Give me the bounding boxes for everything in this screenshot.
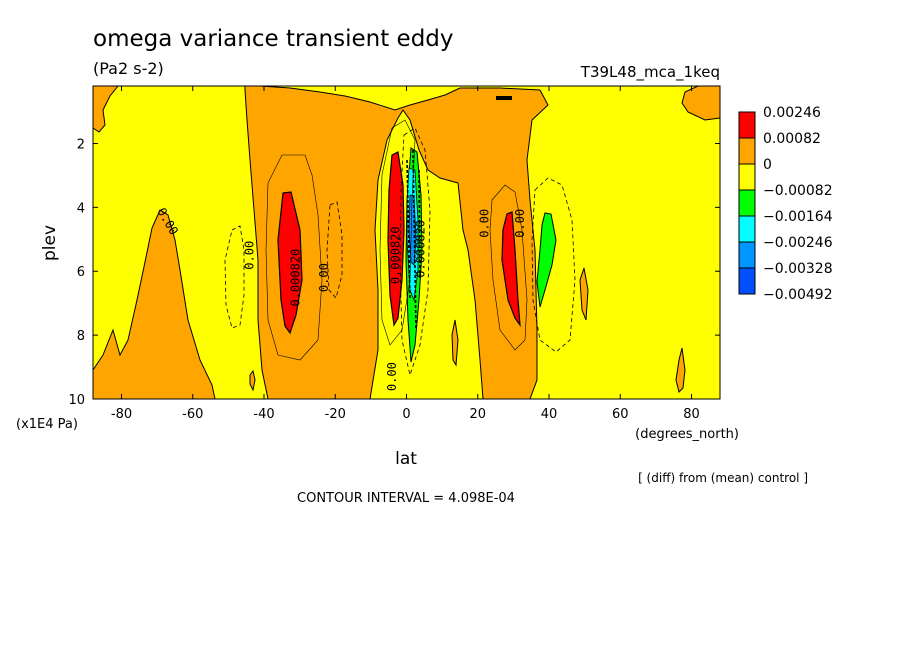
- contour-line-pos-1: [265, 154, 323, 361]
- contour-label: 0.00: [477, 209, 491, 238]
- x-axis-label: lat: [395, 449, 417, 469]
- contour-label: 0.000820: [388, 226, 402, 284]
- y-tick-label: 4: [77, 201, 85, 216]
- diff-note: [ (diff) from (mean) control ]: [638, 471, 808, 485]
- region-red-south: [277, 191, 303, 335]
- legend-swatch: [738, 241, 756, 269]
- x-axis-units: (degrees_north): [635, 427, 739, 442]
- legend-swatch: [738, 163, 756, 191]
- contour-interval: CONTOUR INTERVAL = 4.098E-04: [297, 491, 515, 506]
- legend-swatch: [738, 189, 756, 217]
- x-tick-label: 80: [683, 407, 700, 422]
- contour-line-neg-3: [399, 127, 431, 377]
- x-tick-label: 20: [469, 407, 486, 422]
- legend-level-label: 0.00082: [763, 131, 821, 147]
- y-tick-label: 6: [77, 265, 85, 280]
- region-red-north: [501, 211, 521, 328]
- contour-labels: 0.00 0.00 0.000820 0.00 0.00 0.000820 0.000820…: [154, 205, 527, 391]
- legend-level-label: −0.00492: [763, 287, 833, 303]
- y-tick-label: 8: [77, 329, 85, 344]
- x-tick-label: -80: [111, 407, 132, 422]
- legend-level-label: 0: [763, 157, 772, 173]
- region-orange-south-upper: [93, 86, 119, 133]
- x-tick-label: 60: [612, 407, 629, 422]
- legend-level-label: 0.00246: [763, 105, 821, 121]
- region-orange-north-lower: [675, 347, 686, 393]
- legend-swatch: [738, 215, 756, 243]
- legend-level-label: −0.00328: [763, 261, 833, 277]
- contour-label: 0.00: [513, 209, 527, 238]
- chart-units: (Pa2 s-2): [93, 59, 164, 78]
- contour-line-pos-3: [489, 184, 528, 351]
- x-tick-label: 0: [402, 407, 410, 422]
- region-orange-north-upper: [681, 86, 720, 121]
- dark-patch: [496, 96, 512, 100]
- region-orange-small-b: [451, 319, 459, 367]
- y-tick-label: 2: [77, 137, 85, 152]
- legend-swatch: [738, 111, 756, 139]
- contour-line-neg-1: [224, 225, 245, 329]
- y-axis: 2 4 6 8 10: [68, 137, 720, 408]
- contour-label: 0.00: [385, 362, 399, 391]
- region-red-equator: [387, 151, 405, 327]
- region-orange-small-a: [249, 369, 256, 392]
- legend-swatch: [738, 267, 756, 295]
- region-green-north: [536, 212, 557, 308]
- x-axis: -80 -60 -40 -20 0 20 40 60 80: [111, 86, 700, 422]
- contour-label: 0.000820: [289, 249, 303, 307]
- region-orange-central: [244, 86, 549, 399]
- contour-line-neg-4: [531, 177, 576, 353]
- contour-label: 0.00: [317, 263, 331, 292]
- run-label: T39L48_mca_1keq: [580, 63, 720, 82]
- y-axis-label: plev: [40, 225, 60, 261]
- x-tick-label: -20: [325, 407, 346, 422]
- contour-line-neg-5: [406, 149, 421, 331]
- region-orange-small-c: [579, 267, 589, 321]
- x-tick-label: -60: [182, 407, 203, 422]
- legend-level-label: −0.00082: [763, 183, 833, 199]
- legend-level-label: −0.00246: [763, 235, 833, 251]
- legend-level-label: −0.00164: [763, 209, 833, 225]
- x-tick-label: 40: [541, 407, 558, 422]
- y-axis-units: (x1E4 Pa): [16, 417, 78, 432]
- color-legend: 0.00246 0.00082 0 −0.00082 −0.00164 −0.00246 −…: [738, 105, 833, 303]
- contour-line-neg-2: [326, 201, 343, 299]
- plot-area: 0.00 0.00 0.000820 0.00 0.00 0.000820 0.000820…: [93, 86, 720, 399]
- contour-label: 0.000820: [413, 220, 427, 278]
- chart-title: omega variance transient eddy: [93, 26, 454, 52]
- legend-swatch: [738, 137, 756, 165]
- contour-label: 0.00: [242, 241, 256, 270]
- region-orange-south-lower: [93, 209, 216, 399]
- y-tick-label: 10: [68, 393, 85, 408]
- x-tick-label: -40: [253, 407, 274, 422]
